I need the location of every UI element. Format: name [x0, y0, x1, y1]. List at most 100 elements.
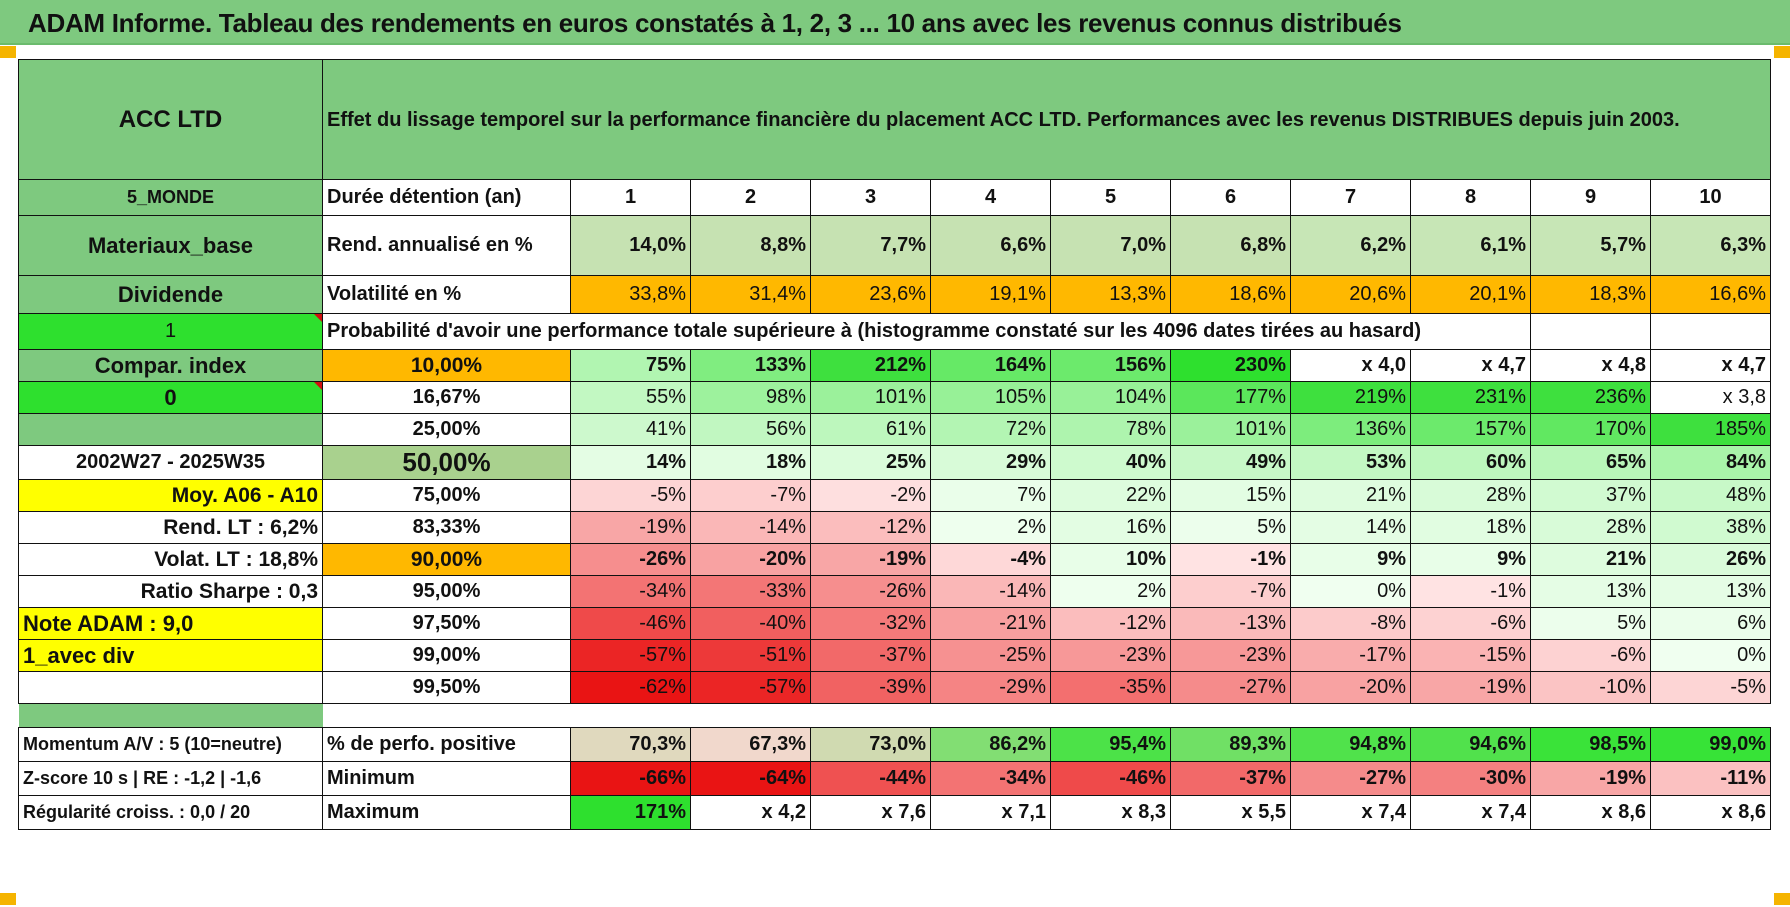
pos-value: 86,2%: [930, 727, 1051, 762]
rend-value: 6,3%: [1650, 215, 1771, 276]
probability-value: -14%: [930, 575, 1051, 608]
sector-cell: Materiaux_base: [18, 215, 323, 276]
rend-value: 5,7%: [1530, 215, 1651, 276]
probability-value: -62%: [570, 671, 691, 704]
probability-value: -7%: [1170, 575, 1291, 608]
vol-value: 20,1%: [1410, 275, 1531, 314]
volat-lt-cell: Volat. LT : 18,8%: [18, 543, 323, 576]
probability-value: 212%: [810, 349, 931, 382]
probability-value: 0%: [1290, 575, 1411, 608]
probability-value: 9%: [1410, 543, 1531, 576]
pos-value: 94,6%: [1410, 727, 1531, 762]
probability-value: 72%: [930, 413, 1051, 446]
empty-green-cell: [18, 413, 323, 446]
corner-marker-right: [1774, 46, 1790, 58]
flag0-cell: 0: [18, 381, 323, 414]
probability-value: 55%: [570, 381, 691, 414]
probability-value: 236%: [1530, 381, 1651, 414]
max-value: x 7,6: [810, 795, 931, 830]
max-value: x 7,4: [1290, 795, 1411, 830]
min-value: -64%: [690, 761, 811, 796]
min-value: -30%: [1410, 761, 1531, 796]
probability-value: 38%: [1650, 511, 1771, 544]
probability-value: 136%: [1290, 413, 1411, 446]
probability-threshold: 99,50%: [322, 671, 571, 704]
year-header: 8: [1410, 179, 1531, 216]
probability-value: 26%: [1650, 543, 1771, 576]
sharpe-cell: Ratio Sharpe : 0,3: [18, 575, 323, 608]
probability-value: -29%: [930, 671, 1051, 704]
probability-value: 16%: [1050, 511, 1171, 544]
probability-value: 14%: [570, 445, 691, 480]
probability-value: 10%: [1050, 543, 1171, 576]
probability-value: -4%: [930, 543, 1051, 576]
probability-value: 2%: [930, 511, 1051, 544]
probability-threshold: 75,00%: [322, 479, 571, 512]
probability-threshold: 10,00%: [322, 349, 571, 382]
max-value: x 5,5: [1170, 795, 1291, 830]
page-title: ADAM Informe. Tableau des rendements en …: [28, 8, 1402, 38]
duree-label: Durée détention (an): [322, 179, 571, 216]
probability-value: 61%: [810, 413, 931, 446]
probability-value: 9%: [1290, 543, 1411, 576]
corner-marker-left: [0, 46, 16, 58]
probability-value: 40%: [1050, 445, 1171, 480]
pos-value: 67,3%: [690, 727, 811, 762]
year-header: 10: [1650, 179, 1771, 216]
probability-value: 22%: [1050, 479, 1171, 512]
probability-value: 29%: [930, 445, 1051, 480]
probability-value: 75%: [570, 349, 691, 382]
probability-label: Probabilité d'avoir une performance tota…: [322, 313, 1531, 350]
probability-value: 156%: [1050, 349, 1171, 382]
pos-value: 70,3%: [570, 727, 691, 762]
probability-value: -20%: [1290, 671, 1411, 704]
period-cell: 2002W27 - 2025W35: [18, 445, 323, 480]
rend-value: 8,8%: [690, 215, 811, 276]
corner-marker-bottom-left: [0, 893, 16, 905]
probability-value: 133%: [690, 349, 811, 382]
probability-value: 78%: [1050, 413, 1171, 446]
probability-value: 28%: [1410, 479, 1531, 512]
max-value: x 8,3: [1050, 795, 1171, 830]
min-value: -66%: [570, 761, 691, 796]
probability-threshold: 25,00%: [322, 413, 571, 446]
min-value: -27%: [1290, 761, 1411, 796]
min-value: -46%: [1050, 761, 1171, 796]
probability-value: 231%: [1410, 381, 1531, 414]
probability-value: -40%: [690, 607, 811, 640]
probability-value: -5%: [570, 479, 691, 512]
probability-value: 13%: [1650, 575, 1771, 608]
probability-value: -57%: [690, 671, 811, 704]
pos-value: 95,4%: [1050, 727, 1171, 762]
year-header: 9: [1530, 179, 1651, 216]
probability-threshold: 16,67%: [322, 381, 571, 414]
probability-value: -12%: [810, 511, 931, 544]
rend-value: 7,7%: [810, 215, 931, 276]
max-value: x 4,2: [690, 795, 811, 830]
probability-value: 13%: [1530, 575, 1651, 608]
year-header: 3: [810, 179, 931, 216]
probability-value: -34%: [570, 575, 691, 608]
spacer-cell: [323, 704, 1771, 728]
probability-value: -27%: [1170, 671, 1291, 704]
max-value: x 8,6: [1650, 795, 1771, 830]
probability-value: -35%: [1050, 671, 1171, 704]
year-header: 1: [570, 179, 691, 216]
probability-value: -51%: [690, 639, 811, 672]
pos-value: 89,3%: [1170, 727, 1291, 762]
empty-cell: [1650, 313, 1771, 350]
income-cell: Dividende: [18, 275, 323, 314]
probability-value: 157%: [1410, 413, 1531, 446]
probability-value: 2%: [1050, 575, 1171, 608]
min-value: -34%: [930, 761, 1051, 796]
probability-value: -1%: [1170, 543, 1291, 576]
probability-value: -20%: [690, 543, 811, 576]
stat-label: Minimum: [322, 761, 571, 796]
region-cell: 5_MONDE: [18, 179, 323, 216]
probability-value: -37%: [810, 639, 931, 672]
probability-value: x 4,8: [1530, 349, 1651, 382]
rend-lt-cell: Rend. LT : 6,2%: [18, 511, 323, 544]
probability-value: -57%: [570, 639, 691, 672]
year-header: 6: [1170, 179, 1291, 216]
probability-value: -21%: [930, 607, 1051, 640]
